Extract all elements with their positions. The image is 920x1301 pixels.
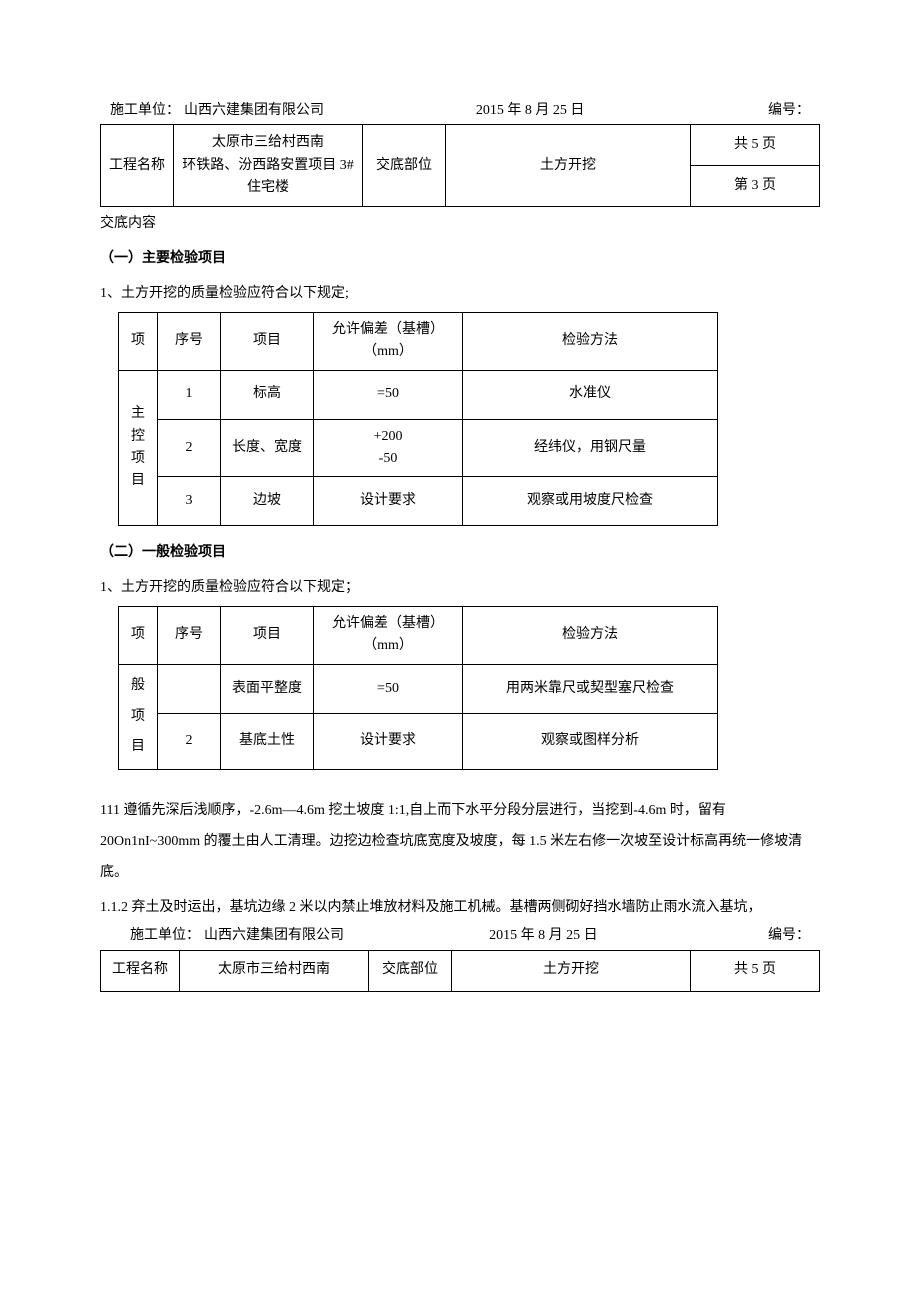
- t1-r1-item: 标高: [221, 370, 314, 419]
- part-label-2: 交底部位: [369, 950, 452, 991]
- proj-name-label: 工程名称: [101, 125, 174, 207]
- t1-r3-method: 观察或用坡度尺检查: [463, 477, 718, 526]
- unit-label-2: 施工单位：: [130, 925, 200, 947]
- t2-r1-item: 表面平整度: [221, 664, 314, 713]
- t1-hdr-seq: 序号: [158, 312, 221, 370]
- unit-value-2: 山西六建集团有限公司: [204, 925, 344, 947]
- t1-r1-seq: 1: [158, 370, 221, 419]
- date-value-2: 2015 年 8 月 25 日: [489, 925, 598, 947]
- t2-r2-method: 观察或图样分析: [463, 713, 718, 769]
- number-label-2: 编号：: [768, 925, 810, 947]
- date-value: 2015 年 8 月 25 日: [476, 100, 585, 122]
- t1-hdr-dev: 允许偏差（基槽）（mm）: [314, 312, 463, 370]
- number-label: 编号：: [768, 100, 810, 122]
- info-table-1: 工程名称 太原市三给村西南 环铁路、汾西路安置项目 3# 住宅楼 交底部位 土方…: [100, 124, 820, 207]
- t2-hdr-item: 项目: [221, 606, 314, 664]
- t1-hdr-item: 项目: [221, 312, 314, 370]
- pages-total: 共 5 页: [691, 125, 820, 166]
- t1-r2-dev: +200 -50: [314, 419, 463, 477]
- paragraph-2: 1.1.2 弃土及时运出，基坑边缘 2 米以内禁止堆放材料及施工机械。基槽两侧砌…: [100, 891, 820, 926]
- section-2-title: （二）一般检验项目: [100, 536, 820, 571]
- section-2-intro: 1、土方开挖的质量检验应符合以下规定；: [100, 571, 820, 606]
- t2-hdr-proj: 项: [119, 606, 158, 664]
- unit-label: 施工单位：: [110, 100, 180, 122]
- page-current: 第 3 页: [691, 166, 820, 207]
- t2-r2-item: 基底土性: [221, 713, 314, 769]
- t1-r3-item: 边坡: [221, 477, 314, 526]
- t1-r2-seq: 2: [158, 419, 221, 477]
- proj-name-label-2: 工程名称: [101, 950, 180, 991]
- jiaodi-label: 交底内容: [100, 207, 820, 242]
- proj-name-value: 太原市三给村西南 环铁路、汾西路安置项目 3# 住宅楼: [174, 125, 363, 207]
- t2-r2-seq: 2: [158, 713, 221, 769]
- t1-hdr-proj: 项: [119, 312, 158, 370]
- t1-r2-method: 经纬仪，用钢尺量: [463, 419, 718, 477]
- unit-value: 山西六建集团有限公司: [184, 100, 324, 122]
- check-table-1: 项 序号 项目 允许偏差（基槽）（mm） 检验方法 主控项目 1 标高 =50 …: [118, 312, 718, 527]
- section-1-intro: 1、土方开挖的质量检验应符合以下规定;: [100, 277, 820, 312]
- t2-group-label: 般项目: [119, 664, 158, 769]
- t1-hdr-method: 检验方法: [463, 312, 718, 370]
- pages-total-2: 共 5 页: [691, 950, 820, 991]
- t2-r1-seq: [158, 664, 221, 713]
- proj-name-value-2: 太原市三给村西南: [180, 950, 369, 991]
- section-1-title: （一）主要检验项目: [100, 242, 820, 277]
- t2-r1-method: 用两米靠尺或契型塞尺检查: [463, 664, 718, 713]
- part-label: 交底部位: [363, 125, 446, 207]
- info-table-2: 工程名称 太原市三给村西南 交底部位 土方开挖 共 5 页: [100, 950, 820, 992]
- t2-hdr-seq: 序号: [158, 606, 221, 664]
- t2-hdr-dev: 允许偏差（基槽）（mm）: [314, 606, 463, 664]
- header-line-1: 施工单位： 山西六建集团有限公司 2015 年 8 月 25 日 编号：: [100, 100, 820, 124]
- part-value: 土方开挖: [446, 125, 691, 207]
- t1-r1-dev: =50: [314, 370, 463, 419]
- t2-r2-dev: 设计要求: [314, 713, 463, 769]
- t1-r3-dev: 设计要求: [314, 477, 463, 526]
- t1-r3-seq: 3: [158, 477, 221, 526]
- t1-r2-item: 长度、宽度: [221, 419, 314, 477]
- t1-group-label: 主控项目: [119, 370, 158, 526]
- part-value-2: 土方开挖: [452, 950, 691, 991]
- t2-hdr-method: 检验方法: [463, 606, 718, 664]
- t2-r1-dev: =50: [314, 664, 463, 713]
- t1-r1-method: 水准仪: [463, 370, 718, 419]
- check-table-2: 项 序号 项目 允许偏差（基槽）（mm） 检验方法 般项目 表面平整度 =50 …: [118, 606, 718, 770]
- paragraph-1: 111 遵循先深后浅顺序，-2.6m—4.6m 挖土坡度 1:1,自上而下水平分…: [100, 794, 820, 890]
- header-line-2: 施工单位： 山西六建集团有限公司 2015 年 8 月 25 日 编号：: [100, 925, 820, 949]
